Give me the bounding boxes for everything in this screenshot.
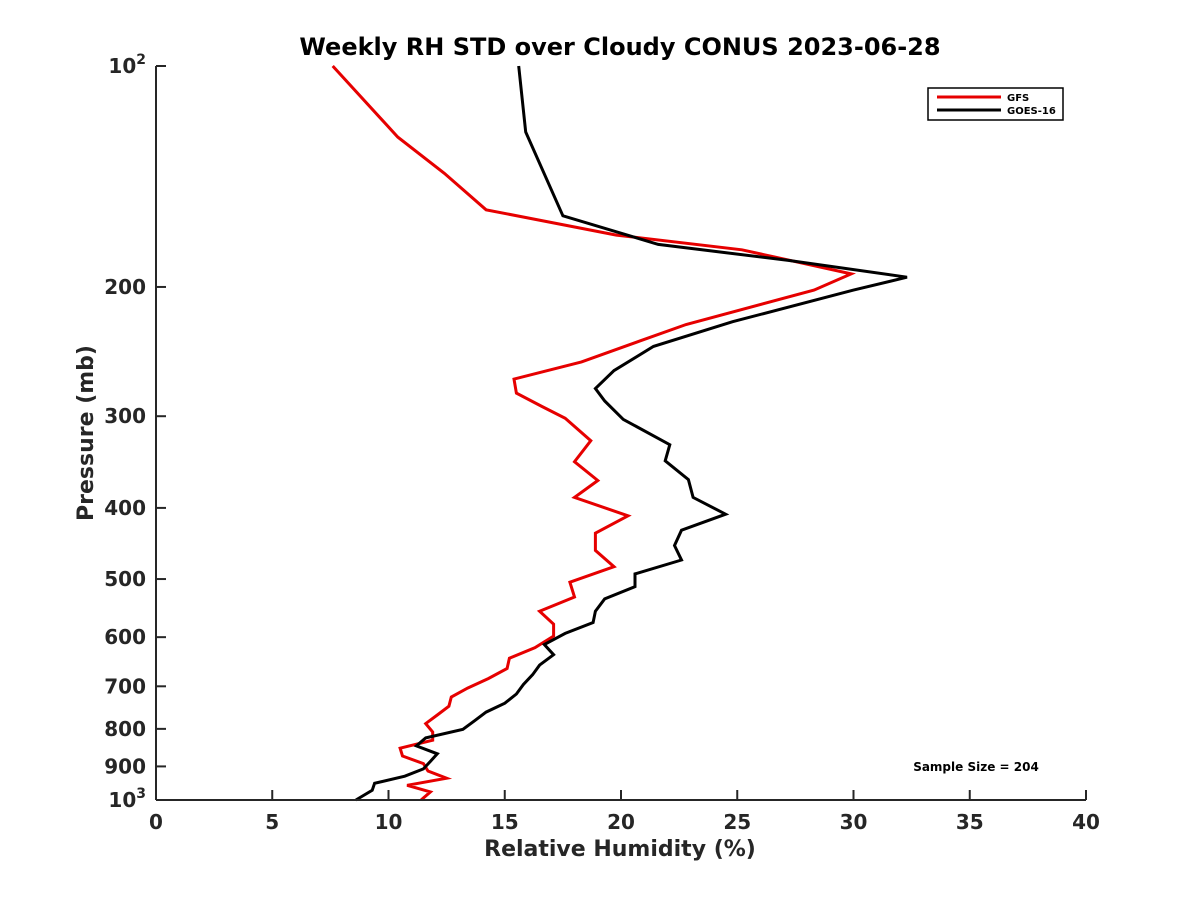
sample-size-annotation: Sample Size = 204 [913, 760, 1039, 774]
x-tick-label: 20 [607, 810, 635, 834]
x-tick-label: 0 [149, 810, 163, 834]
y-tick-label: 200 [104, 275, 146, 299]
x-tick-label: 15 [491, 810, 519, 834]
y-tick-label: 300 [104, 404, 146, 428]
x-tick-label: 10 [375, 810, 403, 834]
axes: 0 5 10 15 20 25 30 35 40 102 200 300 400 500 600 700 800… [104, 52, 1100, 834]
y-axis-label: Pressure (mb) [74, 345, 99, 521]
x-tick-label: 35 [956, 810, 984, 834]
y-tick-label: 700 [104, 674, 146, 698]
x-tick-label: 40 [1072, 810, 1100, 834]
series-line-goes16 [355, 65, 908, 802]
y-tick-label: 500 [104, 567, 146, 591]
legend-label-goes16: GOES-16 [1007, 106, 1056, 117]
legend: GFS GOES-16 [927, 87, 1064, 121]
y-tick-label: 600 [104, 625, 146, 649]
y-tick-label: 103 [108, 786, 146, 812]
chart-title: Weekly RH STD over Cloudy CONUS 2023-06-… [299, 33, 940, 61]
x-tick-label: 30 [840, 810, 868, 834]
y-tick-label: 900 [104, 754, 146, 778]
series-line-gfs [331, 64, 857, 802]
y-tick-label: 400 [104, 496, 146, 520]
series-layer [331, 64, 908, 802]
legend-label-gfs: GFS [1007, 93, 1029, 104]
y-tick-label: 102 [108, 52, 146, 78]
x-axis-label: Relative Humidity (%) [484, 837, 756, 862]
x-tick-label: 25 [723, 810, 751, 834]
legend-box [927, 87, 1064, 121]
x-tick-label: 5 [265, 810, 279, 834]
y-tick-label: 800 [104, 717, 146, 741]
